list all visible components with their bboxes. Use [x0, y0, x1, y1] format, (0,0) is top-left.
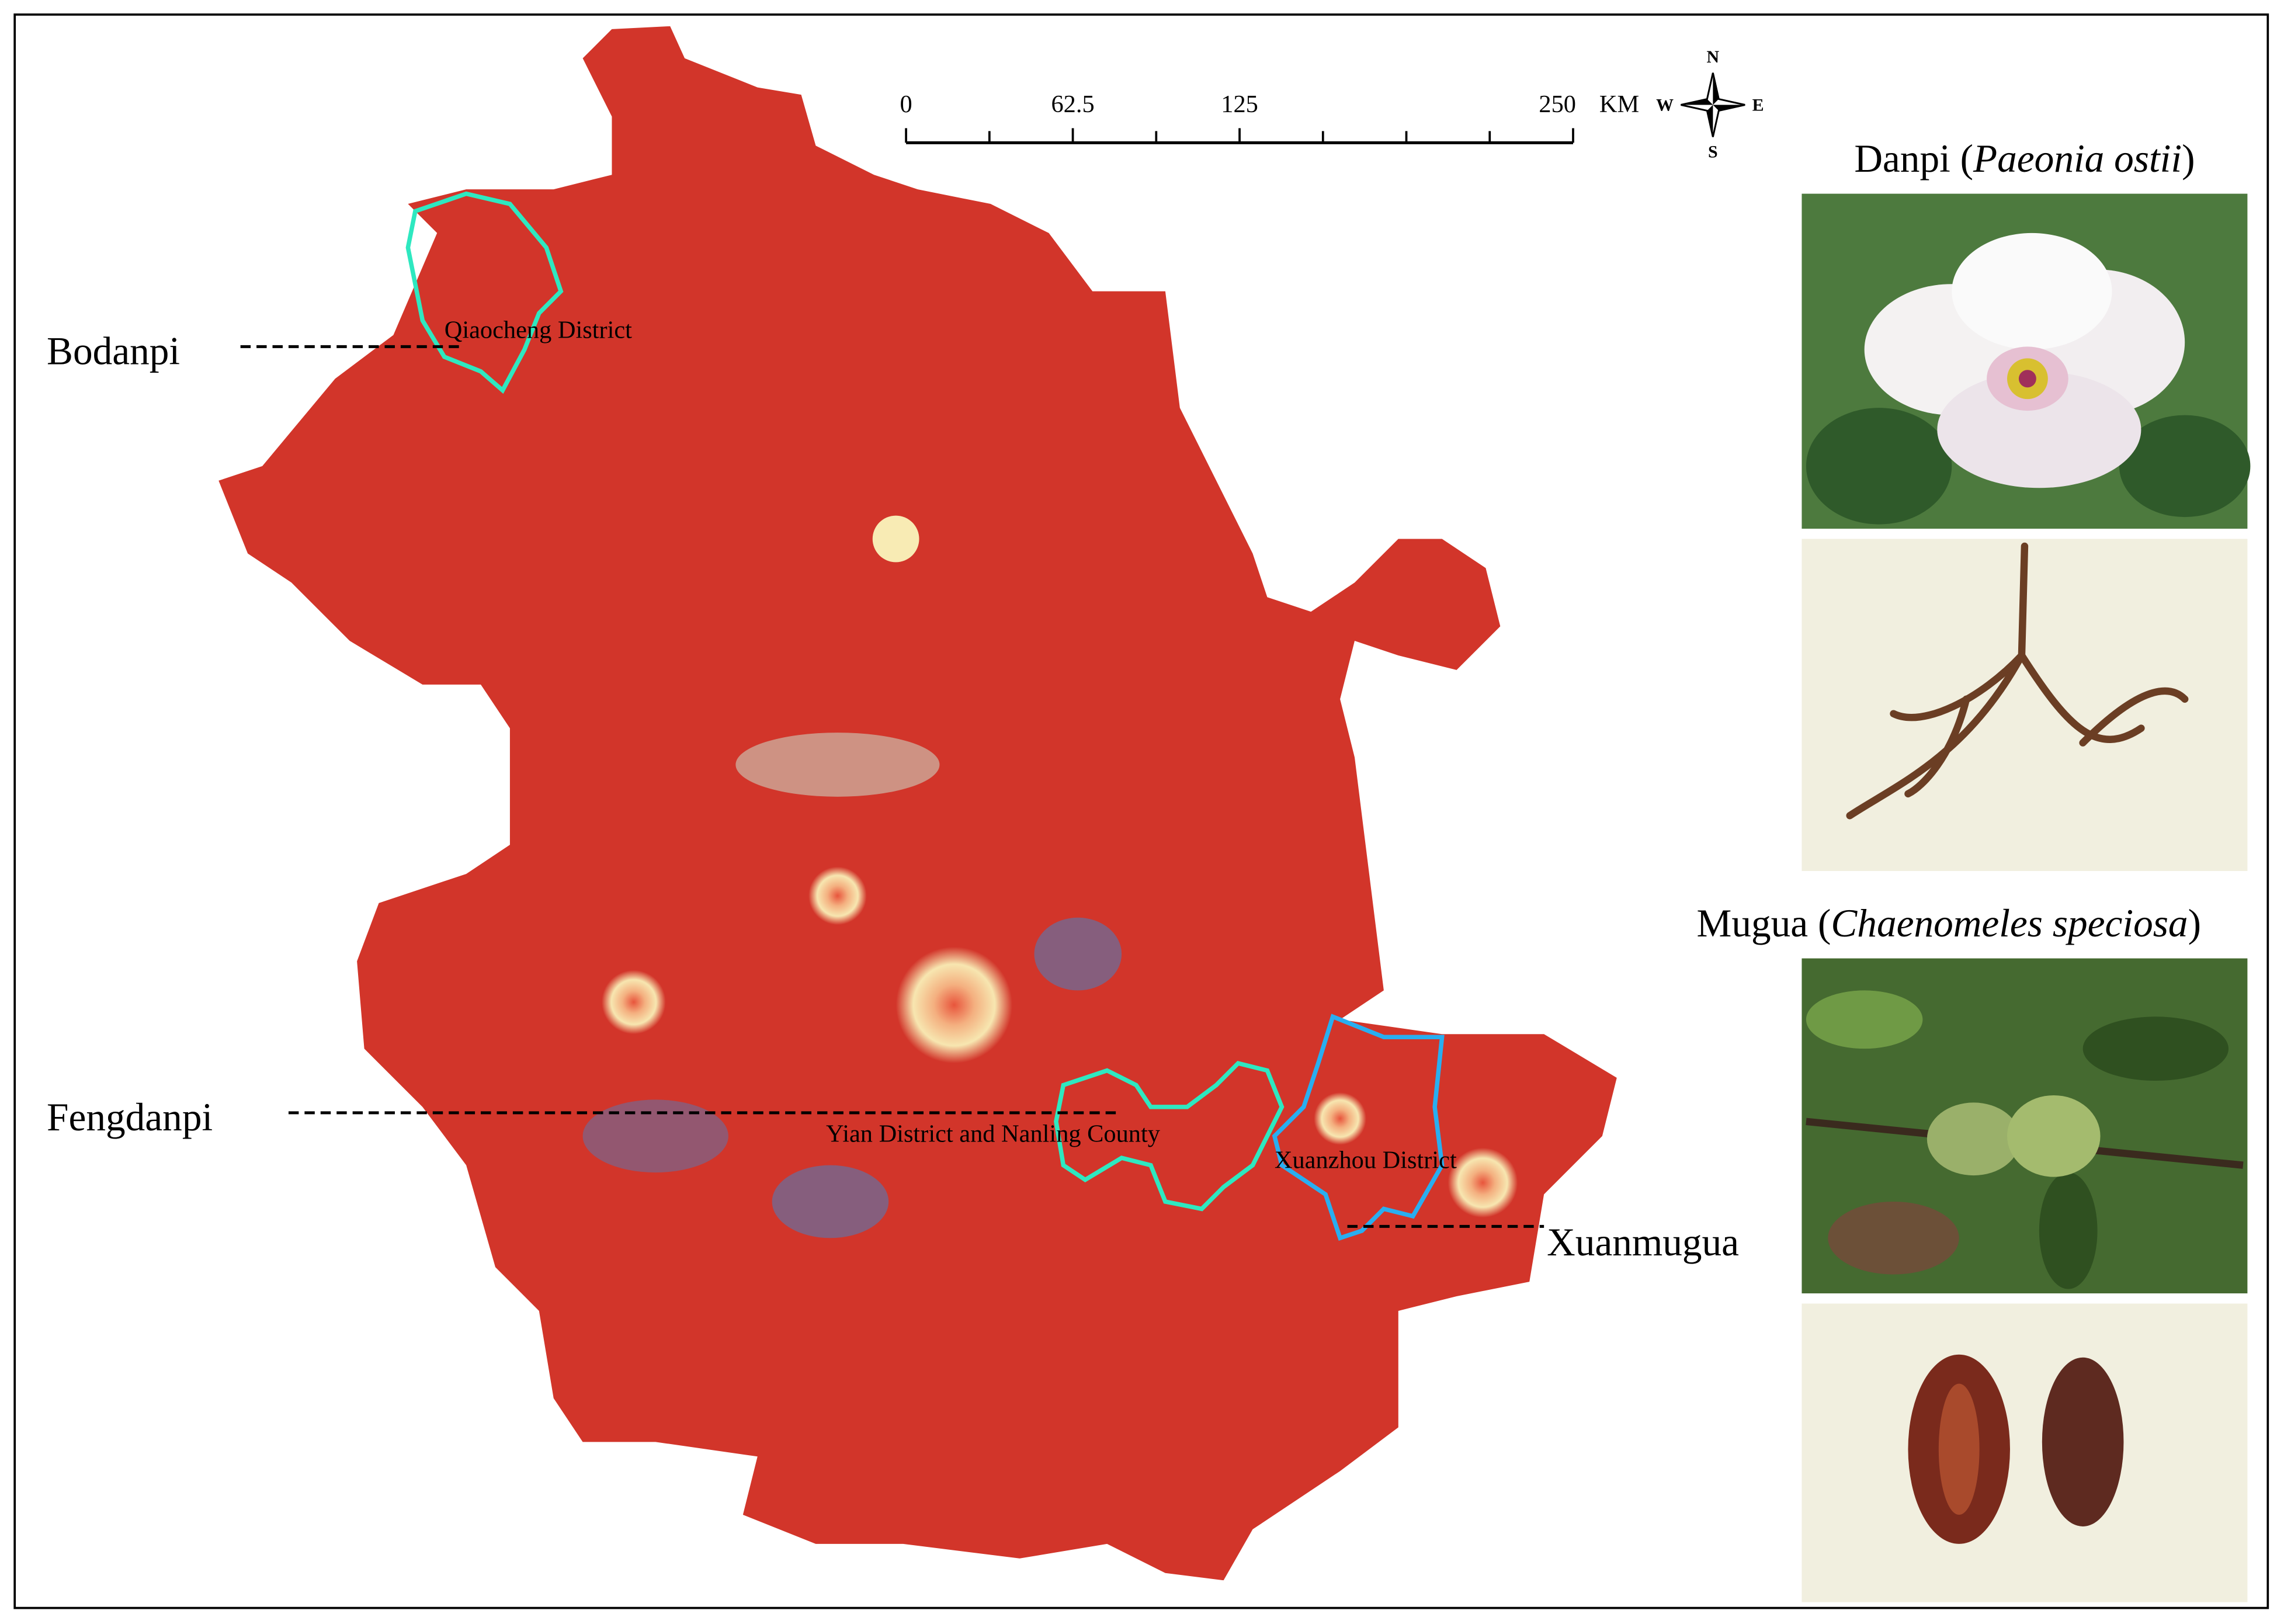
product-label: Fengdanpi: [47, 1095, 213, 1139]
latin-name: Paeonia ostii: [1973, 137, 2182, 181]
scale-label: 0: [900, 91, 912, 118]
title-prefix: Mugua (: [1697, 901, 1831, 945]
compass: [1681, 72, 1745, 137]
photo-title: Danpi (Paeonia ostii): [1854, 137, 2195, 181]
district-label: Xuanzhou District: [1275, 1147, 1457, 1174]
map: [218, 26, 1617, 1581]
peony-photo: [1801, 193, 2251, 529]
title-suffix: ): [2188, 901, 2201, 945]
root-photo: [1801, 539, 2248, 871]
district-label: Qiaocheng District: [445, 316, 632, 343]
scale-label: 125: [1221, 91, 1258, 118]
compass-w: W: [1656, 95, 1674, 114]
yian-outline: [1054, 1060, 1285, 1212]
scale-unit: KM: [1599, 91, 1639, 118]
compass-s: S: [1708, 142, 1718, 161]
frame: [13, 13, 2269, 1609]
scale-label: 250: [1539, 91, 1576, 118]
xuanzhou-outline: [1272, 1014, 1445, 1241]
mugua-photo: [1801, 958, 2248, 1294]
product-label: Xuanmugua: [1547, 1220, 1739, 1264]
scale-bar: [905, 128, 1574, 144]
compass-e: E: [1752, 95, 1764, 114]
dried-mugua-photo: [1801, 1303, 2248, 1602]
title-suffix: ): [2182, 137, 2195, 181]
compass-n: N: [1707, 47, 1720, 67]
product-label: Bodanpi: [47, 329, 180, 373]
latin-name: Chaenomeles speciosa: [1831, 901, 2188, 945]
scale-label: 62.5: [1051, 91, 1094, 118]
qiaocheng-outline: [405, 191, 564, 394]
photo-title: Mugua (Chaenomeles speciosa): [1697, 901, 2201, 945]
title-prefix: Danpi (: [1854, 137, 1973, 181]
district-label: Yian District and Nanling County: [826, 1120, 1161, 1148]
